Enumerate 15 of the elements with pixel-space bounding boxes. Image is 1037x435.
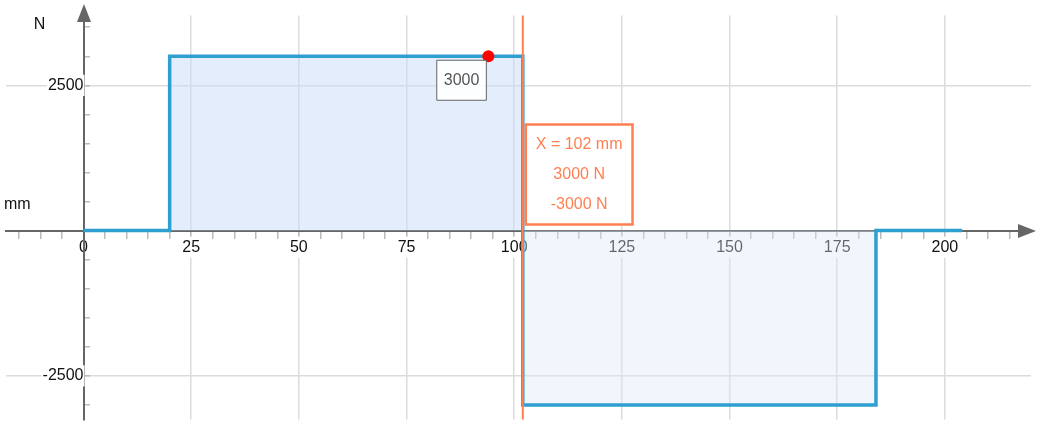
x-tick-label: 50 [289,237,308,255]
annotation: 3000 [443,70,480,88]
x-tick-label: 25 [182,237,201,255]
x-tick-label: 125 [608,237,636,255]
x-tick-label: 175 [823,237,851,255]
x-axis-title: mm [4,194,31,212]
ref-line-label: X = 102 mm [535,134,623,152]
annotation: -3000 N [550,194,608,212]
annotation: 3000 N [553,164,605,182]
y-axis-title: N [33,15,46,33]
x-tick-label: 75 [397,237,416,255]
x-tick-label: 150 [716,237,743,255]
x-tick-label: 200 [931,237,959,255]
y-tick-label: -2500 [42,366,84,384]
y-tick-label: 2500 [47,75,84,93]
